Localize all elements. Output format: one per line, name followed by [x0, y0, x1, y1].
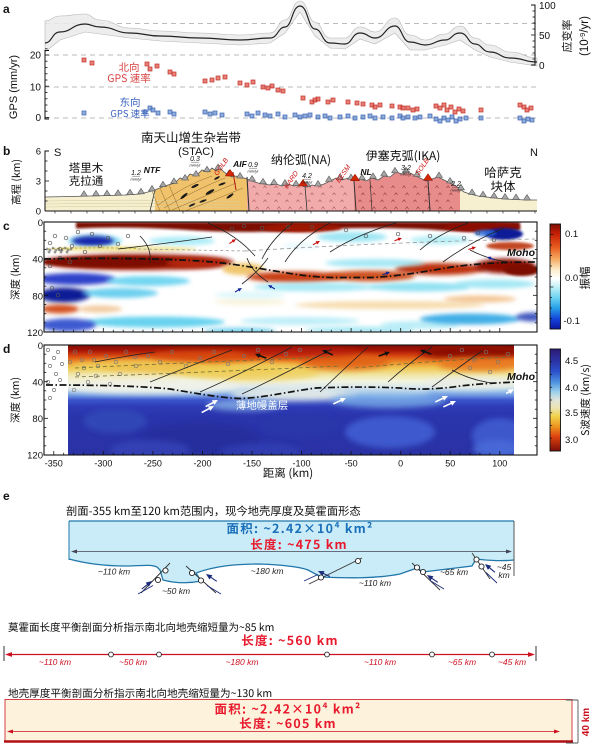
svg-text:3.5: 3.5 — [565, 408, 578, 419]
svg-text:~180 km: ~180 km — [226, 657, 259, 667]
svg-text:0.1: 0.1 — [565, 229, 578, 240]
svg-text:~180 km: ~180 km — [251, 566, 284, 576]
svg-text:AIF: AIF — [232, 159, 248, 169]
svg-text:-300: -300 — [94, 459, 112, 469]
svg-text:-250: -250 — [144, 459, 162, 469]
svg-text:mm/yr: mm/yr — [130, 177, 142, 182]
svg-text:~50 km: ~50 km — [162, 586, 190, 596]
svg-text:4.0: 4.0 — [565, 383, 578, 394]
svg-text:4.5: 4.5 — [565, 356, 578, 367]
svg-text:-0.1: -0.1 — [564, 316, 580, 327]
svg-text:40 km: 40 km — [581, 708, 592, 736]
svg-text:1.2: 1.2 — [131, 170, 141, 177]
svg-text:0.9: 0.9 — [248, 162, 258, 169]
svg-text:40: 40 — [32, 378, 43, 389]
svg-text:c: c — [3, 219, 10, 233]
svg-text:0.0: 0.0 — [565, 273, 578, 284]
svg-text:mm/yr: mm/yr — [450, 188, 462, 193]
svg-text:mm/yr: mm/yr — [400, 172, 412, 177]
svg-text:120: 120 — [27, 451, 43, 462]
svg-text:~65 km: ~65 km — [448, 657, 476, 667]
svg-text:0: 0 — [539, 61, 545, 72]
svg-text:3.0: 3.0 — [565, 435, 578, 446]
svg-text:100: 100 — [539, 1, 556, 12]
svg-text:(10-9/yr): (10-9/yr) — [578, 16, 591, 56]
svg-text:40: 40 — [32, 255, 43, 266]
svg-text:~110 km: ~110 km — [98, 567, 130, 577]
svg-text:-150: -150 — [243, 459, 261, 469]
svg-text:S: S — [54, 147, 61, 159]
svg-text:3: 3 — [36, 177, 41, 188]
svg-text:10: 10 — [30, 83, 42, 94]
svg-text:0: 0 — [38, 341, 43, 352]
svg-text:(STAC): (STAC) — [178, 146, 214, 158]
svg-text:-350: -350 — [45, 459, 63, 469]
svg-text:a: a — [3, 2, 10, 16]
svg-text:0: 0 — [36, 207, 41, 218]
svg-text:mm/yr: mm/yr — [247, 169, 259, 174]
svg-text:N: N — [530, 147, 538, 159]
svg-text:50: 50 — [445, 459, 455, 469]
svg-text:80: 80 — [32, 292, 43, 303]
svg-text:GPS (mm/yr): GPS (mm/yr) — [8, 55, 20, 119]
svg-text:2.2: 2.2 — [450, 181, 461, 188]
svg-text:mm/yr: mm/yr — [301, 180, 313, 185]
svg-text:80: 80 — [32, 414, 43, 425]
svg-text:~110 km: ~110 km — [359, 578, 391, 588]
svg-text:0.3: 0.3 — [190, 156, 200, 163]
svg-text:Moho: Moho — [507, 371, 536, 383]
svg-text:d: d — [3, 342, 10, 356]
svg-text:-100: -100 — [293, 459, 311, 469]
svg-text:0: 0 — [35, 113, 41, 124]
svg-text:~110 km: ~110 km — [364, 657, 396, 667]
svg-text:20: 20 — [30, 51, 42, 62]
svg-text:3.2: 3.2 — [401, 165, 411, 172]
svg-text:~45 km: ~45 km — [498, 657, 526, 667]
svg-text:~110 km: ~110 km — [39, 657, 71, 667]
svg-text:-50: -50 — [345, 459, 358, 469]
svg-text:km: km — [498, 570, 509, 580]
svg-text:-200: -200 — [193, 459, 211, 469]
svg-text:100: 100 — [492, 459, 507, 469]
svg-text:NTF: NTF — [144, 165, 161, 175]
svg-text:0: 0 — [38, 218, 43, 229]
svg-text:4.2: 4.2 — [302, 173, 312, 180]
svg-text:Moho: Moho — [507, 247, 536, 259]
svg-text:mm/yr: mm/yr — [189, 163, 201, 168]
svg-text:~50 km: ~50 km — [119, 657, 147, 667]
svg-text:~65 km: ~65 km — [440, 567, 468, 577]
svg-text:b: b — [3, 144, 10, 158]
svg-text:120: 120 — [27, 328, 43, 339]
svg-text:NL: NL — [360, 167, 371, 177]
svg-text:0: 0 — [398, 459, 403, 469]
svg-text:50: 50 — [539, 31, 551, 42]
svg-text:e: e — [3, 489, 10, 503]
svg-text:6: 6 — [36, 147, 41, 158]
svg-text:~45: ~45 — [497, 562, 512, 572]
